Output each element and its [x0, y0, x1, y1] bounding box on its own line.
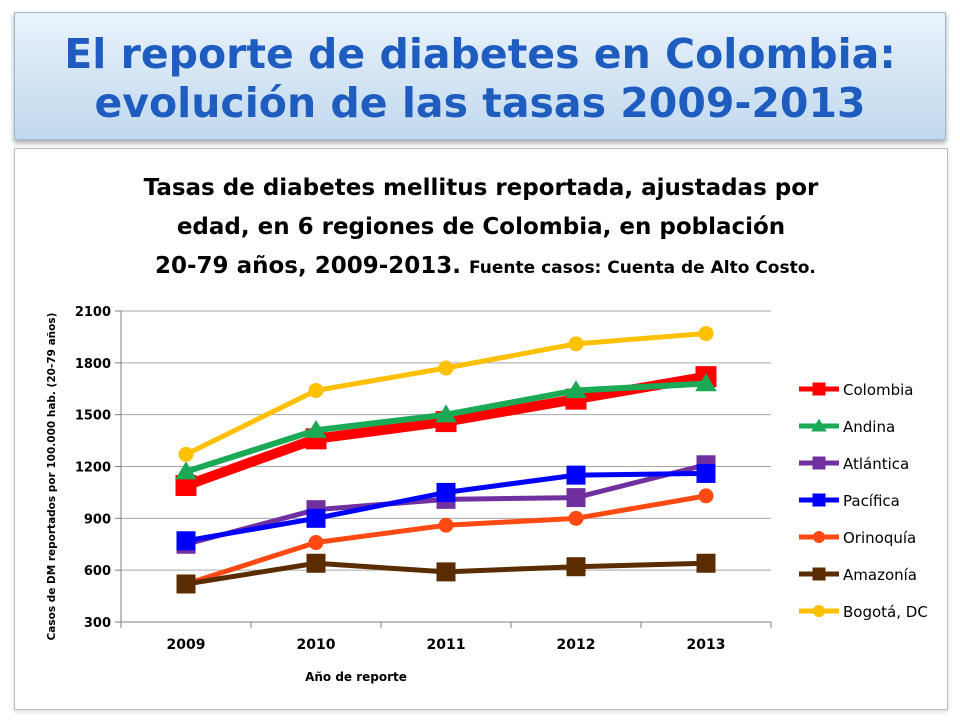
data-point-atlantica	[566, 488, 586, 508]
data-point-amazonia	[306, 553, 326, 573]
data-point-amazonia	[696, 553, 716, 573]
data-point-amazonia	[566, 557, 586, 577]
chart-title-line-1: Tasas de diabetes mellitus reportada, aj…	[144, 175, 819, 201]
chart-title-line-2: edad, en 6 regiones de Colombia, en pobl…	[177, 214, 785, 240]
slide-title-line-1: El reporte de diabetes en Colombia:	[64, 30, 896, 78]
data-point-pacifica	[176, 531, 196, 551]
y-axis-title: Casos de DM reportados por 100.000 hab. …	[46, 313, 58, 641]
data-point-bogota-dc	[568, 336, 584, 352]
legend-marker-orinoquia	[813, 531, 825, 543]
data-point-pacifica	[696, 463, 716, 483]
x-tick-label: 2013	[687, 637, 726, 653]
chart-frame: Tasas de diabetes mellitus reportada, aj…	[14, 148, 948, 710]
data-point-pacifica	[436, 482, 456, 502]
data-point-bogota-dc	[308, 382, 324, 398]
line-chart: Tasas de diabetes mellitus reportada, aj…	[46, 175, 928, 684]
legend-label-colombia: Colombia	[843, 381, 914, 399]
x-axis-title: Año de reporte	[305, 670, 407, 684]
data-point-orinoquia	[308, 535, 324, 551]
data-point-andina	[695, 373, 717, 392]
data-point-bogota-dc	[698, 325, 714, 341]
legend-label-pacifica: Pacífica	[843, 492, 900, 510]
legend-marker-bogota-dc	[813, 605, 825, 617]
x-tick-label: 2009	[167, 637, 206, 653]
y-tick-label: 300	[84, 616, 111, 631]
y-tick-label: 1200	[75, 461, 111, 476]
data-point-andina	[435, 404, 457, 423]
legend-label-andina: Andina	[843, 418, 895, 436]
legend-label-amazonia: Amazonía	[843, 566, 917, 584]
chart-title-line-3: 20-79 años, 2009-2013.	[155, 253, 461, 279]
legend-marker-colombia	[812, 382, 826, 396]
x-tick-label: 2010	[297, 637, 336, 653]
y-tick-label: 2100	[75, 305, 111, 320]
x-tick-label: 2011	[427, 637, 466, 653]
legend-marker-atlantica	[812, 456, 826, 470]
legend-marker-pacifica	[812, 493, 826, 507]
legend-label-orinoquia: Orinoquía	[843, 529, 916, 547]
slide-title-line-2: evolución de las tasas 2009-2013	[94, 79, 866, 127]
legend-label-bogota-dc: Bogotá, DC	[843, 603, 928, 621]
data-point-bogota-dc	[438, 360, 454, 376]
data-point-bogota-dc	[178, 446, 194, 462]
y-tick-label: 600	[84, 564, 111, 579]
data-point-andina	[175, 461, 197, 480]
data-point-andina	[565, 380, 587, 399]
y-tick-label: 1800	[75, 357, 111, 372]
x-tick-label: 2012	[557, 637, 596, 653]
y-tick-label: 1500	[75, 409, 111, 424]
legend-label-atlantica: Atlántica	[843, 455, 909, 473]
legend-marker-amazonia	[812, 567, 826, 581]
data-point-amazonia	[436, 562, 456, 582]
y-tick-label: 900	[84, 512, 111, 527]
data-point-amazonia	[176, 574, 196, 594]
legend-marker-andina	[811, 418, 827, 432]
slide-title-banner: El reporte de diabetes en Colombia: evol…	[14, 12, 946, 140]
data-point-orinoquia	[698, 488, 714, 504]
data-point-andina	[305, 419, 327, 438]
data-point-pacifica	[306, 508, 326, 528]
data-point-pacifica	[566, 465, 586, 485]
data-point-orinoquia	[438, 517, 454, 533]
chart-title-source-note: Fuente casos: Cuenta de Alto Costo.	[469, 258, 816, 278]
data-point-colombia	[175, 475, 197, 497]
data-point-orinoquia	[568, 510, 584, 526]
